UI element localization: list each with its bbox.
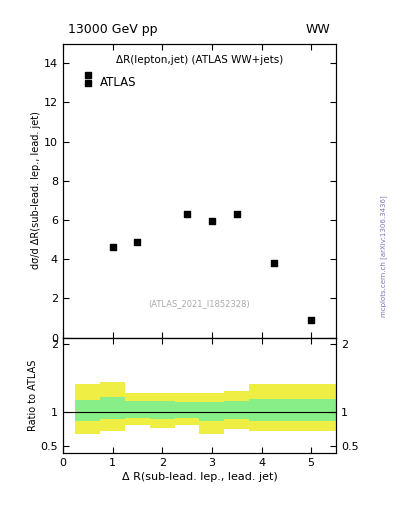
Text: ATLAS: ATLAS: [100, 76, 137, 89]
Point: [209, 217, 215, 225]
Text: 13000 GeV pp: 13000 GeV pp: [68, 23, 158, 36]
Point: [109, 243, 116, 251]
Text: WW: WW: [306, 23, 331, 36]
Point: [308, 316, 314, 324]
Y-axis label: dσ/d ΔR(sub-lead. lep., lead. jet): dσ/d ΔR(sub-lead. lep., lead. jet): [31, 112, 41, 269]
Point: [84, 79, 91, 87]
Point: [184, 210, 190, 218]
Point: [233, 210, 240, 218]
Text: ΔR(lepton,jet) (ATLAS WW+jets): ΔR(lepton,jet) (ATLAS WW+jets): [116, 55, 283, 66]
Y-axis label: Ratio to ATLAS: Ratio to ATLAS: [28, 359, 38, 431]
Point: [271, 259, 277, 267]
Text: mcplots.cern.ch [arXiv:1306.3436]: mcplots.cern.ch [arXiv:1306.3436]: [380, 195, 387, 317]
X-axis label: Δ R(sub-lead. lep., lead. jet): Δ R(sub-lead. lep., lead. jet): [121, 472, 277, 482]
Text: (ATLAS_2021_I1852328): (ATLAS_2021_I1852328): [149, 299, 250, 308]
Point: [134, 238, 141, 246]
Point: [84, 71, 91, 79]
